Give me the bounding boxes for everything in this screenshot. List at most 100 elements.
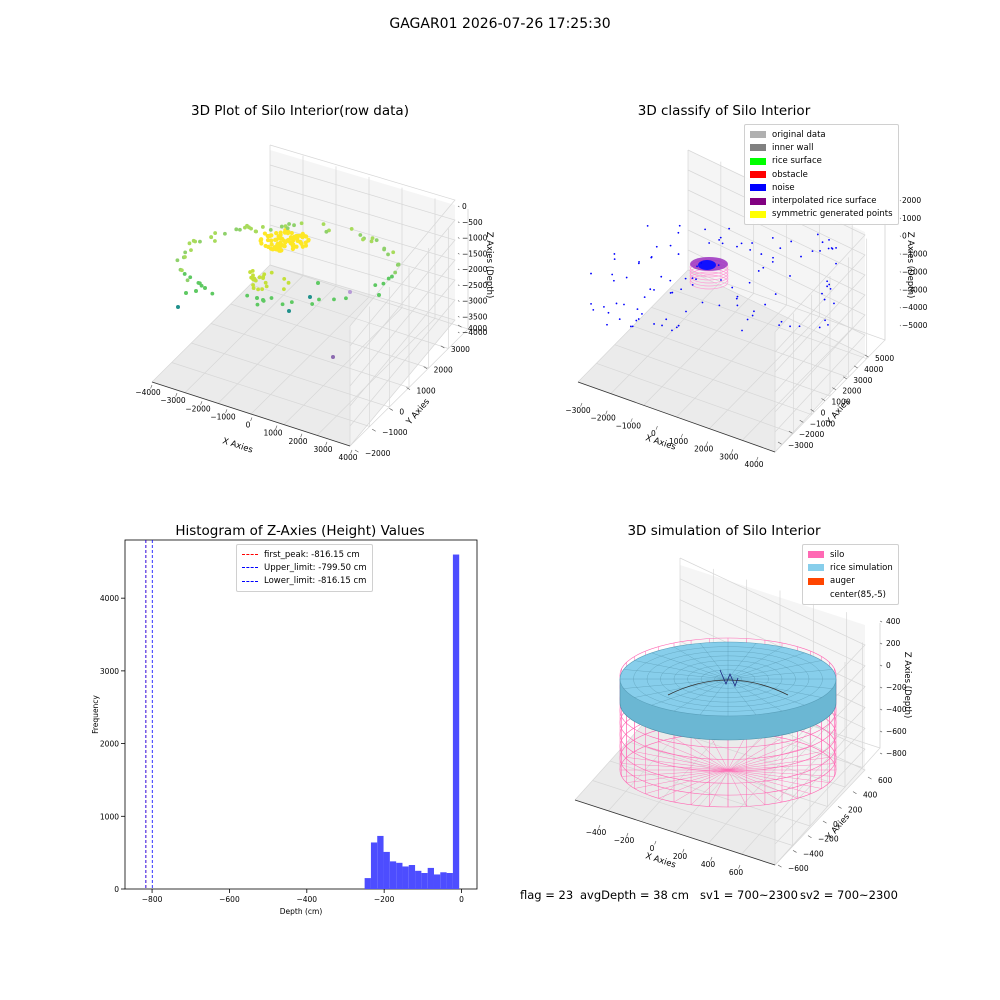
noise-point <box>751 314 754 317</box>
noise-point <box>590 272 592 275</box>
panel4-legend: silo rice simulation auger center(85,-5) <box>802 544 899 606</box>
rice-mesh-line <box>634 678 729 698</box>
y-tick-label: 3000 <box>451 345 470 354</box>
scatter-point <box>250 276 254 280</box>
noise-point <box>646 224 649 227</box>
x-tick-mark <box>710 856 713 861</box>
legend-item: symmetric generated points <box>750 208 893 221</box>
scatter-point <box>299 221 304 226</box>
scatter-point <box>198 239 202 244</box>
noise-point <box>835 262 837 265</box>
scatter-point <box>317 297 321 302</box>
scatter-point <box>213 231 218 235</box>
histogram-bar <box>377 835 384 889</box>
y-tick-label: 1000 <box>100 812 119 821</box>
scatter-point <box>391 250 396 255</box>
grid-line <box>269 244 456 427</box>
scatter-point <box>250 269 255 273</box>
noise-point <box>719 236 722 239</box>
legend-label: auger <box>830 576 855 587</box>
x-tick-label: 2000 <box>288 437 307 446</box>
status-sv1: sv1 = 700~2300 <box>700 888 798 902</box>
histogram-bar <box>408 865 416 889</box>
z-tick-label: −3500 <box>462 312 488 321</box>
y-tick-label: 200 <box>848 805 863 814</box>
noise-point <box>824 319 826 322</box>
noise-point <box>757 270 760 272</box>
noise-point <box>695 278 697 281</box>
scatter-point <box>251 286 256 291</box>
noise-point <box>685 310 687 313</box>
silo-floor-line <box>626 769 729 783</box>
noise-point <box>603 306 605 308</box>
noise-point <box>831 247 834 250</box>
scatter-point <box>396 262 401 267</box>
grid-line <box>269 224 456 407</box>
noise-point <box>643 296 646 299</box>
x-tick-mark <box>731 449 734 453</box>
legend-label: Lower_limit: -816.15 cm <box>264 576 367 587</box>
z-tick-mark <box>879 708 883 711</box>
noise-point <box>720 279 722 281</box>
x-tick-mark <box>325 441 328 446</box>
scatter-point <box>255 296 259 300</box>
x-tick-label: −400 <box>296 895 317 904</box>
noise-point <box>607 311 610 314</box>
legend-item: obstacle <box>750 168 893 181</box>
noise-point <box>650 256 653 259</box>
histogram-bar <box>452 554 460 889</box>
panel2-legend: original data inner wall rice surface obsta… <box>744 124 899 226</box>
x-tick-mark <box>605 410 608 415</box>
noise-point <box>828 283 831 286</box>
panel3-title: Histogram of Z-Axies (Height) Values <box>175 523 425 539</box>
scatter-point <box>292 234 297 239</box>
rice-mesh-line <box>727 678 805 706</box>
scatter-point <box>268 246 274 251</box>
noise-point <box>718 239 721 241</box>
y-axis-label: Y Axies <box>404 397 432 428</box>
x-tick-mark <box>680 433 683 438</box>
scatter-point <box>261 276 265 280</box>
y-tick-mark <box>807 835 812 839</box>
y-tick-label: −3000 <box>788 441 814 450</box>
scatter-point <box>185 278 190 283</box>
noise-point <box>660 275 663 278</box>
y-tick-label: 5000 <box>875 354 894 363</box>
noise-point <box>708 242 711 244</box>
scatter-point <box>369 239 374 244</box>
silo-floor-line <box>626 757 729 771</box>
legend-item: rice surface <box>750 155 893 168</box>
z-tick-mark <box>899 253 901 255</box>
silo-floor-line <box>709 769 729 807</box>
z-tick-mark <box>457 268 460 271</box>
histogram-bar <box>389 861 397 889</box>
z-tick-mark <box>457 221 460 224</box>
scatter-point <box>308 295 312 299</box>
y-tick-label: −200 <box>818 835 839 844</box>
x-tick-mark <box>200 401 203 405</box>
scatter-point <box>280 302 285 307</box>
histogram-bar <box>383 851 390 889</box>
z-tick-mark <box>899 271 901 273</box>
noise-point <box>631 325 634 328</box>
scatter-point <box>282 229 288 235</box>
noise-point <box>778 324 781 327</box>
y-tick-mark <box>423 366 428 370</box>
scatter-point <box>269 296 274 300</box>
x-tick-mark <box>706 441 708 446</box>
noise-point <box>760 253 763 255</box>
interpolated-surface-ring <box>689 271 729 287</box>
y-tick-label: 0 <box>399 407 404 416</box>
scatter-point <box>373 283 378 288</box>
scatter-point <box>374 238 379 243</box>
figure-title: GAGAR01 2026-07-26 17:25:30 <box>389 16 611 32</box>
silo-floor-line <box>727 737 783 771</box>
noise-point <box>790 240 793 243</box>
legend-item: inner wall <box>750 141 893 154</box>
x-tick-mark <box>175 393 178 397</box>
legend-label: rice surface <box>772 156 822 167</box>
z-tick-label: −600 <box>886 727 907 736</box>
legend-label: first_peak: -816.15 cm <box>264 549 360 560</box>
noise-cluster <box>698 260 716 270</box>
rice-mesh-line <box>673 646 729 680</box>
